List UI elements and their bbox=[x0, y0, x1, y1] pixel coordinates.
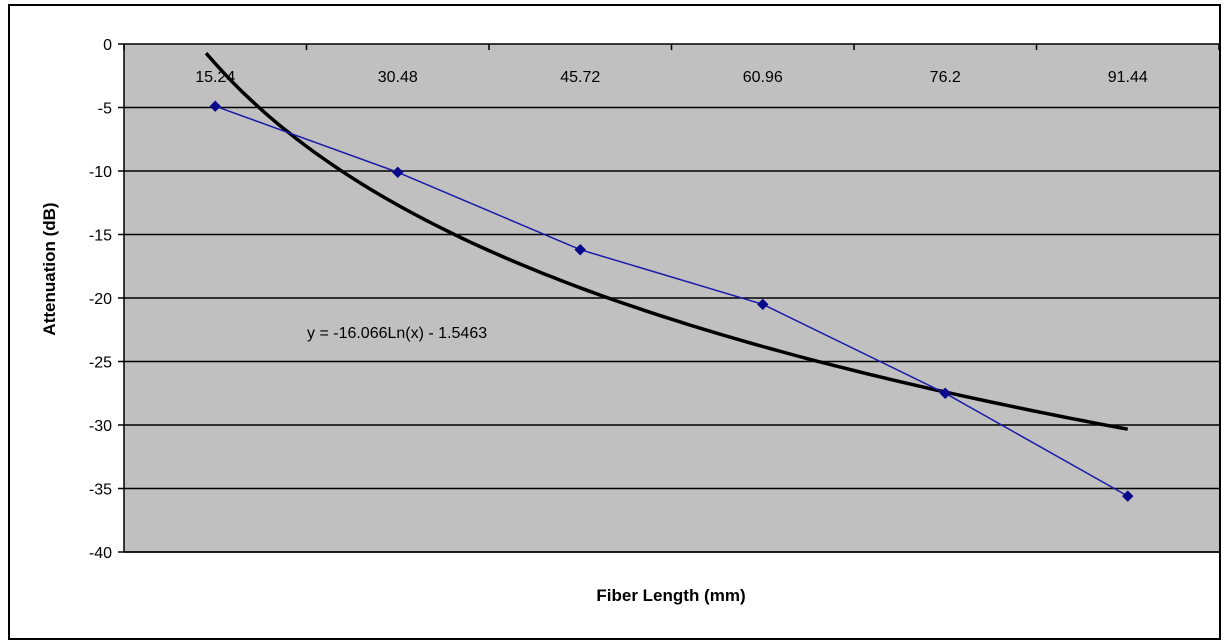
trendline bbox=[204, 52, 1129, 431]
data-point bbox=[392, 166, 404, 178]
y-tick-label: -25 bbox=[89, 355, 112, 372]
data-point bbox=[757, 298, 769, 311]
y-tick-label: -20 bbox=[89, 291, 112, 308]
series-line bbox=[215, 105, 1129, 497]
y-tick-label: 0 bbox=[103, 37, 112, 54]
y-tick-label: -30 bbox=[89, 418, 112, 435]
y-tick-label: -15 bbox=[89, 228, 112, 245]
y-tick-label: -5 bbox=[98, 101, 112, 118]
x-tick-label: 91.44 bbox=[1108, 69, 1148, 86]
x-tick-label: 30.48 bbox=[378, 69, 418, 86]
y-tick-label: -35 bbox=[89, 482, 112, 499]
data-point bbox=[939, 387, 951, 399]
chart-frame: 0 -5 -10 -15 -20 -25 -30 -35 -40 15.24 30.48 45.72 6… bbox=[8, 4, 1221, 640]
trendline-equation: y = -16.066Ln(x) - 1.5463 bbox=[307, 325, 487, 342]
x-tick-label: 45.72 bbox=[560, 69, 600, 86]
y-axis-title: Attenuation (dB) bbox=[40, 202, 59, 335]
y-tick-label: -10 bbox=[89, 164, 112, 181]
data-point bbox=[574, 244, 586, 256]
x-tick-label: 76.2 bbox=[930, 69, 961, 86]
data-point bbox=[209, 100, 221, 112]
x-tick-label: 60.96 bbox=[743, 69, 783, 86]
data-point bbox=[1122, 490, 1134, 502]
x-axis-title: Fiber Length (mm) bbox=[596, 586, 745, 605]
y-tick-label: -40 bbox=[89, 545, 112, 562]
